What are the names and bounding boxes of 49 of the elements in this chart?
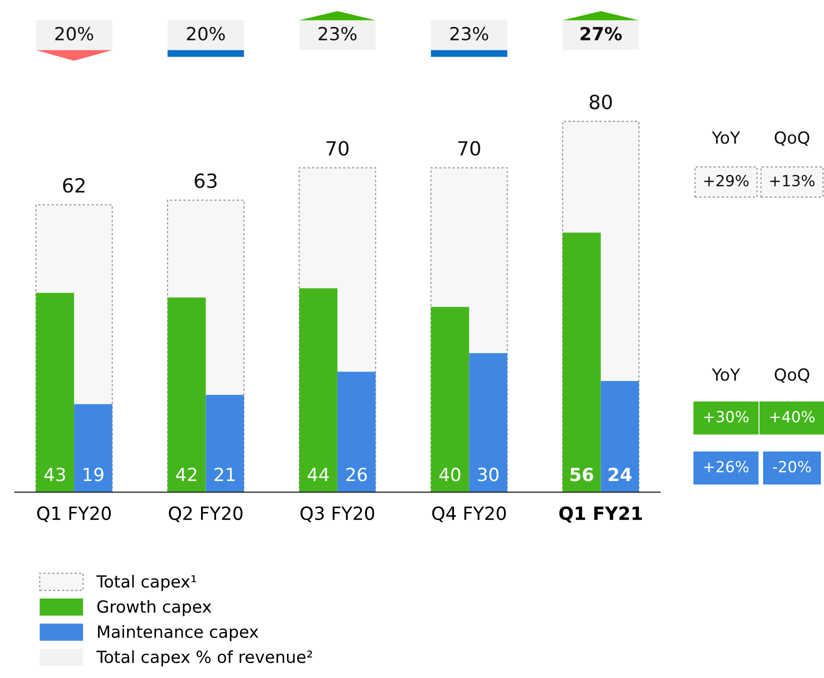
text: YoY xyxy=(712,131,740,144)
data-label: 80 xyxy=(590,94,612,110)
text: 20% xyxy=(187,26,225,40)
text: 27% xyxy=(580,26,622,40)
text: +26% xyxy=(704,460,749,472)
data-label: 63 xyxy=(194,173,217,188)
data-label: 40 xyxy=(439,468,460,482)
x-tick-label: Q2 FY20 xyxy=(168,506,242,522)
bar xyxy=(168,298,206,492)
bar xyxy=(430,306,470,492)
data-label: 43 xyxy=(44,468,66,482)
x-tick-label: Q1 FY21 xyxy=(559,506,642,522)
data-label: 70 xyxy=(458,140,480,156)
bar xyxy=(337,372,376,492)
data-label: 56 xyxy=(570,468,594,482)
x-tick-label: Q4 FY20 xyxy=(432,506,506,522)
legend-label: Growth capex xyxy=(97,600,212,616)
text: 23% xyxy=(450,26,488,40)
text: QoQ xyxy=(774,131,810,146)
bar xyxy=(74,404,112,492)
text: Total capex % of revenue² xyxy=(96,650,312,666)
text: +40% xyxy=(770,410,815,422)
text: +29% xyxy=(704,174,749,186)
data-label: 70 xyxy=(326,140,349,156)
data-label: 30 xyxy=(478,468,498,482)
text: 23% xyxy=(318,26,356,40)
data-label: 62 xyxy=(63,178,85,193)
data-label: 21 xyxy=(214,468,235,482)
bar xyxy=(206,394,244,492)
data-label: 44 xyxy=(308,468,329,482)
x-tick-label: Q3 FY20 xyxy=(300,506,374,522)
legend-label: Total capex¹ xyxy=(96,574,196,591)
text: -20% xyxy=(773,460,811,472)
data-label: 19 xyxy=(84,468,104,482)
data-label: 24 xyxy=(608,468,632,482)
legend-label: Maintenance capex xyxy=(98,625,258,642)
text: YoY xyxy=(712,368,740,381)
x-tick-label: Q1 FY20 xyxy=(37,506,111,522)
bar xyxy=(36,292,74,492)
text: 20% xyxy=(55,26,94,40)
text: +13% xyxy=(770,174,815,186)
bar xyxy=(299,288,338,492)
text: +30% xyxy=(704,410,749,422)
bar xyxy=(562,232,601,492)
bar xyxy=(600,380,639,492)
bar xyxy=(469,353,508,492)
data-label: 26 xyxy=(346,468,367,482)
data-label: 42 xyxy=(176,468,196,482)
text: QoQ xyxy=(774,368,810,383)
